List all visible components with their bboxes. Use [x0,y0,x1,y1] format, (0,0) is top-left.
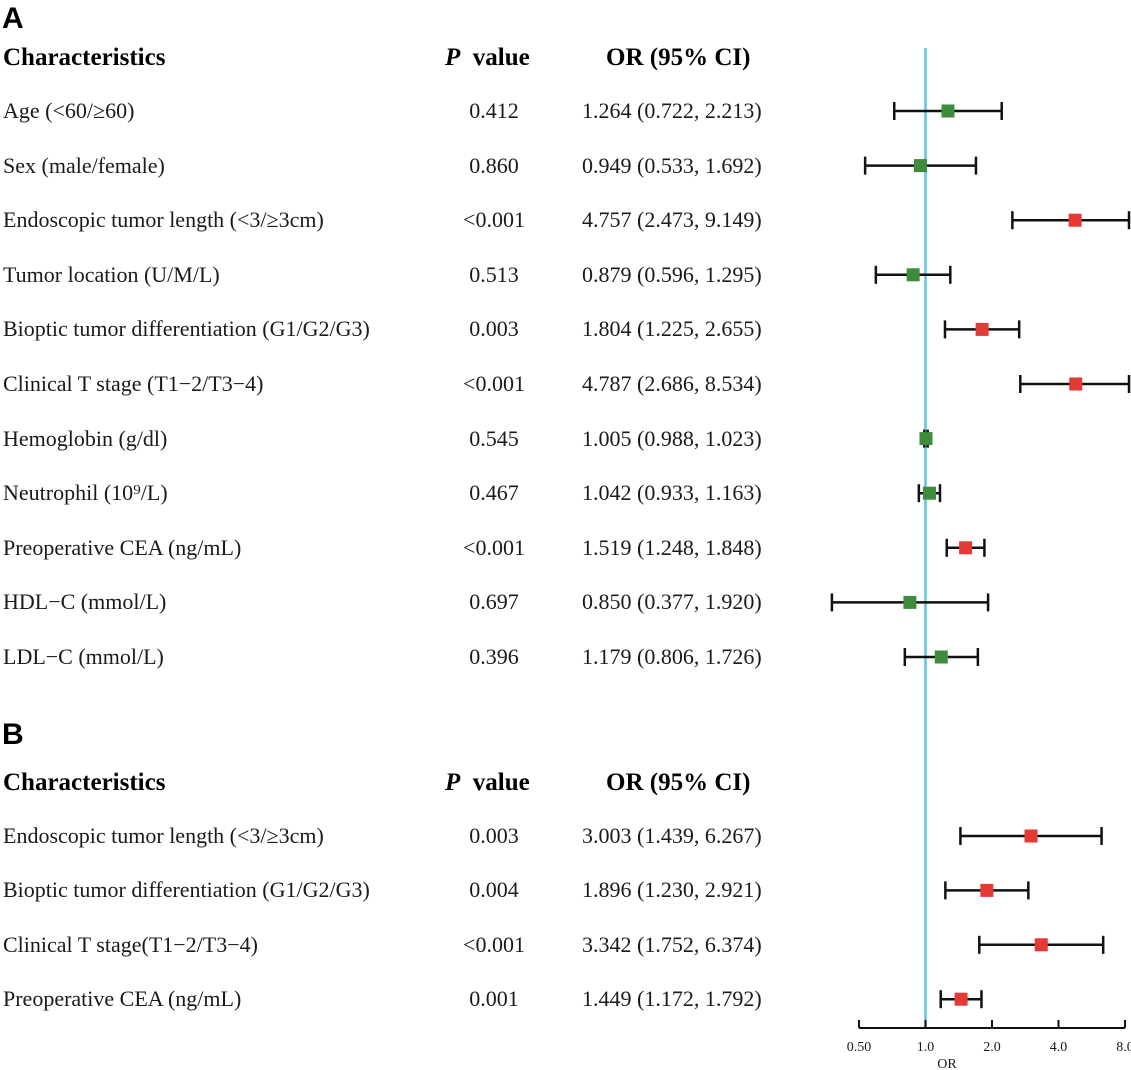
row-p-value: 0.697 [469,589,519,615]
row-or-ci: 1.449 (1.172, 1.792) [582,986,762,1012]
forest-row-marks [1019,375,1131,393]
row-p-value: 0.545 [469,425,519,451]
x-tick-label: 4.0 [1050,1040,1068,1055]
p-italic: P [445,44,461,71]
point-estimate-marker [903,595,917,609]
panel-b-header-characteristics: Characteristics [3,769,166,796]
row-label: Clinical T stage (T1−2/T3−4) [3,371,264,396]
row-or-ci: 1.896 (1.230, 2.921) [582,877,762,903]
row-or-ci: 4.787 (2.686, 8.534) [582,371,762,396]
forest-row-marks [863,156,978,175]
row-label: Endoscopic tumor length (<3/≥3cm) [3,823,324,848]
panel-a-label: A [2,2,24,35]
x-axis-label: OR [937,1057,957,1070]
row-label: Clinical T stage(T1−2/T3−4) [3,931,258,957]
row-p-value: <0.001 [463,931,525,957]
row-label: Neutrophil (10⁹/L) [3,480,168,506]
row-p-value: <0.001 [463,534,525,560]
row-p-value: 0.004 [469,877,519,903]
row-or-ci: 1.804 (1.225, 2.655) [582,316,762,342]
forest-row-marks [945,538,986,557]
forest-row-marks [903,648,980,666]
point-estimate-marker [906,268,920,282]
row-p-value: 0.396 [469,644,519,669]
row-or-ci: 1.179 (0.806, 1.726) [582,644,762,669]
row-or-ci: 4.757 (2.473, 9.149) [582,207,762,233]
panel-b-label: B [2,718,24,751]
row-or-ci: 1.005 (0.988, 1.023) [582,425,762,451]
forest-row-marks [917,484,942,503]
panel-a-header-or: OR (95% CI) [606,44,751,71]
x-tick-label: 2.0 [983,1040,1001,1055]
panel-a-header-characteristics: Characteristics [3,44,166,71]
row-label: HDL−C (mmol/L) [3,589,167,615]
forest-row-marks [959,827,1103,845]
row-or-ci: 1.519 (1.248, 1.848) [582,534,762,560]
row-or-ci: 0.850 (0.377, 1.920) [582,589,762,615]
panel-b-header-or: OR (95% CI) [606,769,751,796]
row-label: Sex (male/female) [3,152,165,178]
point-estimate-marker [919,432,933,446]
panel-b-header-pvalue: P value [445,770,530,795]
row-or-ci: 1.042 (0.933, 1.163) [582,480,762,506]
row-p-value: <0.001 [463,371,525,396]
row-or-ci: 0.879 (0.596, 1.295) [582,261,762,287]
point-estimate-marker [959,541,973,555]
point-estimate-marker [922,486,936,500]
row-label: Preoperative CEA (ng/mL) [3,534,242,560]
row-p-value: 0.001 [469,986,519,1012]
row-or-ci: 1.264 (0.722, 2.213) [582,98,762,123]
point-estimate-marker [954,992,968,1006]
row-p-value: 0.467 [469,480,519,506]
row-or-ci: 3.342 (1.752, 6.374) [582,931,762,957]
point-estimate-marker [1069,377,1083,391]
forest-row-marks [939,990,983,1009]
point-estimate-marker [1068,213,1082,227]
point-estimate-marker [975,322,989,336]
row-p-value: 0.513 [469,261,519,287]
x-tick-label: 1.0 [917,1040,935,1055]
x-tick-label: 0.50 [847,1040,872,1055]
row-p-value: 0.003 [469,823,519,848]
row-label: Hemoglobin (g/dl) [3,425,168,451]
row-label: LDL−C (mmol/L) [3,644,164,669]
row-p-value: 0.003 [469,316,519,342]
row-p-value: <0.001 [463,207,525,233]
panel-a-header-pvalue: P value [445,45,530,70]
point-estimate-marker [980,883,994,897]
p-italic: P [445,769,461,796]
row-label: Bioptic tumor differentiation (G1/G2/G3) [3,316,370,342]
row-label: Endoscopic tumor length (<3/≥3cm) [3,207,324,233]
row-or-ci: 3.003 (1.439, 6.267) [582,823,762,848]
forest-row-marks [919,429,933,448]
p-rest: value [472,44,530,71]
row-p-value: 0.860 [469,152,519,178]
row-or-ci: 0.949 (0.533, 1.692) [582,152,762,178]
x-tick-label: 8.0 [1116,1040,1131,1055]
forest-row-marks [944,881,1030,900]
row-p-value: 0.412 [469,98,519,123]
row-label: Age (<60/≥60) [3,98,135,123]
forest-row-marks [830,593,990,612]
row-label: Tumor location (U/M/L) [3,261,220,287]
point-estimate-marker [1034,938,1048,952]
forest-row-marks [892,102,1003,120]
forest-row-marks [874,265,952,284]
forest-row-marks [978,935,1105,954]
forest-row-marks [1011,211,1131,230]
point-estimate-marker [941,104,955,118]
row-label: Bioptic tumor differentiation (G1/G2/G3) [3,877,370,903]
p-rest: value [472,769,530,796]
point-estimate-marker [1024,829,1038,843]
forest-row-marks [943,320,1021,339]
row-label: Preoperative CEA (ng/mL) [3,986,242,1012]
point-estimate-marker [913,159,927,173]
point-estimate-marker [934,650,948,664]
